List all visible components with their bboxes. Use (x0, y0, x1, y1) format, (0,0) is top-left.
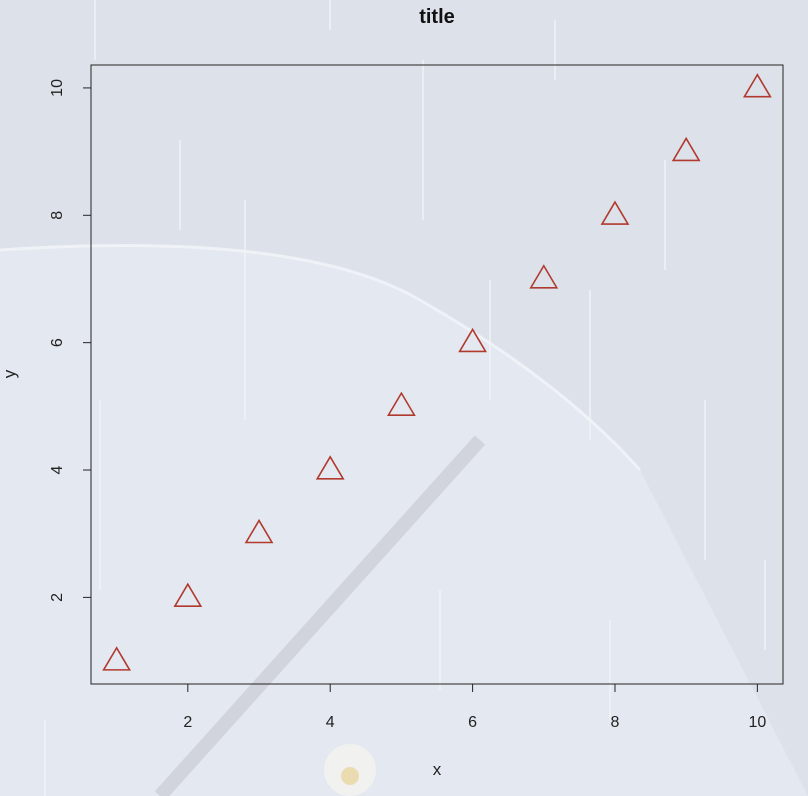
x-tick-label: 4 (326, 714, 335, 731)
data-point (529, 264, 559, 289)
y-tick-label: 10 (49, 79, 66, 97)
data-point (600, 200, 630, 225)
x-tick-label: 6 (468, 714, 477, 731)
x-axis-label: x (433, 760, 442, 779)
y-axis-label: y (0, 369, 19, 378)
x-axis: 2 4 6 8 10 (183, 684, 766, 731)
data-point (244, 518, 274, 544)
x-tick-label: 8 (611, 714, 620, 731)
x-tick-label: 10 (748, 714, 766, 731)
data-points (102, 73, 772, 671)
data-point (742, 73, 772, 98)
data-point (315, 455, 345, 480)
data-point (173, 582, 203, 607)
data-point (671, 136, 701, 162)
y-tick-label: 8 (49, 211, 66, 220)
data-point (458, 327, 487, 353)
x-tick-label: 2 (183, 714, 192, 731)
data-point (102, 646, 132, 671)
y-tick-label: 6 (49, 338, 66, 347)
plot-area (90, 64, 784, 685)
y-axis: 2 4 6 8 10 (49, 79, 91, 602)
chart-title: title (419, 6, 455, 28)
y-tick-label: 2 (49, 593, 66, 602)
y-tick-label: 4 (49, 465, 66, 474)
data-point (387, 391, 416, 416)
